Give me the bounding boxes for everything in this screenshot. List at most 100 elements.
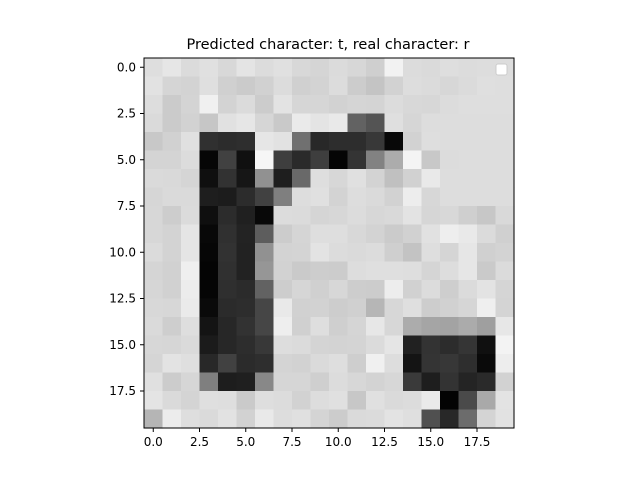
heatmap-cell	[440, 391, 460, 411]
heatmap-cell	[495, 354, 515, 374]
heatmap-cell	[310, 261, 330, 281]
heatmap-cell	[310, 335, 330, 355]
heatmap-cell	[495, 187, 515, 207]
heatmap-cell	[310, 169, 330, 189]
heatmap-cell	[255, 243, 275, 263]
plot-frame	[143, 57, 515, 429]
heatmap-cell	[421, 354, 441, 374]
heatmap-cell	[440, 95, 460, 115]
heatmap-cell	[292, 150, 312, 170]
heatmap-cell	[273, 58, 293, 78]
y-tick-label: 5.0	[117, 153, 136, 167]
heatmap-cell	[162, 354, 182, 374]
heatmap-cell	[403, 298, 423, 318]
heatmap-cell	[236, 280, 256, 300]
heatmap-cell	[162, 280, 182, 300]
heatmap-cell	[292, 391, 312, 411]
heatmap-cell	[403, 409, 423, 429]
heatmap-cell	[199, 76, 219, 96]
heatmap-cell	[347, 187, 367, 207]
heatmap-cell	[255, 391, 275, 411]
heatmap-cell	[273, 169, 293, 189]
heatmap-cell	[310, 187, 330, 207]
y-tick-label: 15.0	[109, 338, 136, 352]
heatmap-cell	[218, 76, 238, 96]
heatmap-cell	[273, 150, 293, 170]
heatmap-cell	[329, 243, 349, 263]
heatmap-cell	[458, 391, 478, 411]
heatmap-cell	[329, 298, 349, 318]
heatmap-cell	[144, 206, 164, 226]
heatmap-cell	[440, 113, 460, 133]
heatmap-cell	[458, 58, 478, 78]
heatmap-cell	[440, 206, 460, 226]
heatmap-cell	[273, 317, 293, 337]
heatmap-cell	[347, 243, 367, 263]
heatmap-cell	[144, 224, 164, 244]
heatmap-cell	[310, 58, 330, 78]
heatmap-cell	[458, 224, 478, 244]
heatmap-cell	[144, 95, 164, 115]
heatmap-cell	[144, 391, 164, 411]
heatmap-cell	[329, 187, 349, 207]
heatmap-cell	[236, 169, 256, 189]
heatmap-cell	[347, 76, 367, 96]
heatmap-cell	[273, 224, 293, 244]
heatmap-cell	[292, 335, 312, 355]
heatmap-cell	[218, 206, 238, 226]
heatmap-cell	[144, 372, 164, 392]
y-tick-label: 10.0	[109, 245, 136, 259]
heatmap-cell	[236, 391, 256, 411]
heatmap-cell	[218, 150, 238, 170]
heatmap-cell	[144, 280, 164, 300]
heatmap-cell	[384, 391, 404, 411]
heatmap-cell	[236, 95, 256, 115]
heatmap-cell	[273, 113, 293, 133]
heatmap-cell	[347, 261, 367, 281]
heatmap-cell	[329, 372, 349, 392]
heatmap-cell	[144, 317, 164, 337]
heatmap-cell	[458, 150, 478, 170]
heatmap-cell	[347, 335, 367, 355]
heatmap-cell	[403, 187, 423, 207]
heatmap-cell	[329, 224, 349, 244]
heatmap-cell	[273, 391, 293, 411]
heatmap-cell	[440, 372, 460, 392]
heatmap-cell	[144, 335, 164, 355]
heatmap-cell	[384, 298, 404, 318]
heatmap-cell	[440, 58, 460, 78]
heatmap-cell	[458, 372, 478, 392]
heatmap-cell	[273, 409, 293, 429]
heatmap-cell	[218, 335, 238, 355]
heatmap-cell	[384, 132, 404, 152]
heatmap-cell	[421, 409, 441, 429]
heatmap-cell	[366, 280, 386, 300]
heatmap-cell	[181, 335, 201, 355]
heatmap-cell	[477, 391, 497, 411]
heatmap-cell	[440, 76, 460, 96]
heatmap-cell	[218, 409, 238, 429]
heatmap-cell	[236, 76, 256, 96]
heatmap-cell	[292, 298, 312, 318]
heatmap-cell	[218, 391, 238, 411]
heatmap-cell	[218, 113, 238, 133]
heatmap-cell	[421, 298, 441, 318]
x-tick-label: 10.0	[325, 435, 352, 449]
heatmap-cell	[310, 317, 330, 337]
heatmap-cell	[162, 391, 182, 411]
heatmap-cell	[255, 372, 275, 392]
heatmap-cell	[255, 150, 275, 170]
heatmap-cell	[347, 169, 367, 189]
heatmap-cell	[458, 169, 478, 189]
heatmap-cell	[477, 280, 497, 300]
heatmap-cell	[403, 113, 423, 133]
heatmap-cell	[477, 298, 497, 318]
heatmap-cell	[477, 76, 497, 96]
heatmap-cell	[292, 113, 312, 133]
heatmap-cell	[495, 132, 515, 152]
heatmap-cell	[255, 58, 275, 78]
heatmap-cell	[477, 409, 497, 429]
heatmap-cell	[218, 132, 238, 152]
heatmap-cell	[421, 187, 441, 207]
